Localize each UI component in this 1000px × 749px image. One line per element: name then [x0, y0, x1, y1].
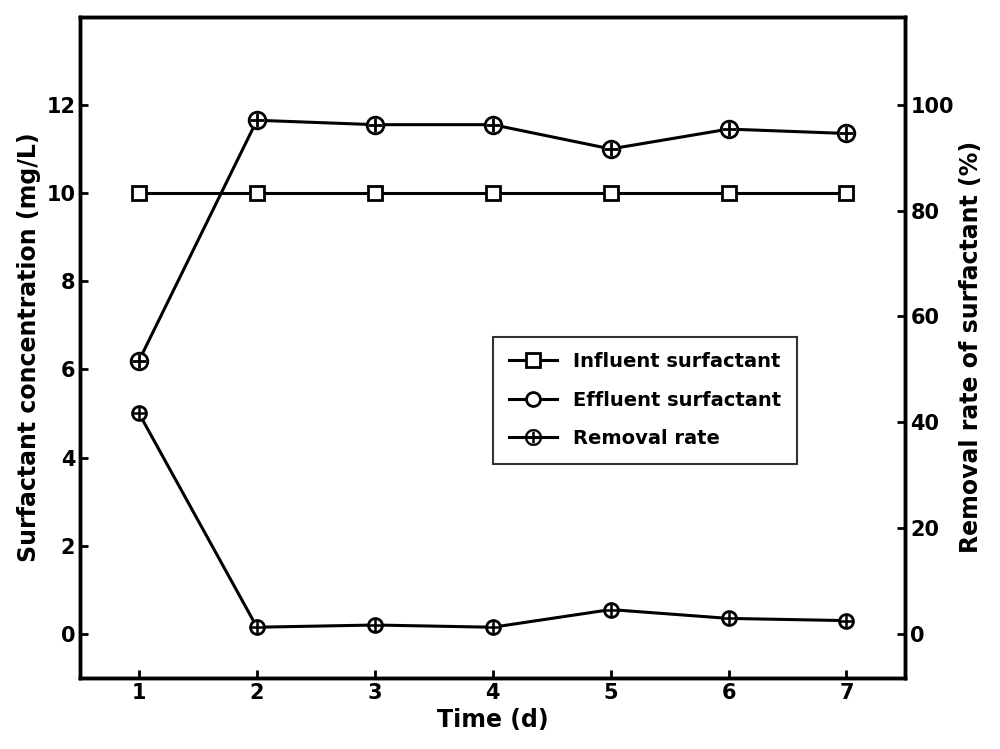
- Effluent surfactant: [251, 622, 263, 631]
- Line: Removal rate: Removal rate: [131, 112, 855, 369]
- Effluent surfactant: [840, 616, 852, 625]
- Removal rate: [723, 124, 735, 133]
- Influent surfactant: [369, 189, 381, 198]
- Line: Influent surfactant: Influent surfactant: [132, 186, 853, 200]
- Effluent surfactant: [369, 620, 381, 629]
- Influent surfactant: [605, 189, 617, 198]
- Effluent surfactant: [723, 614, 735, 623]
- Influent surfactant: [723, 189, 735, 198]
- Influent surfactant: [251, 189, 263, 198]
- Effluent surfactant: [605, 605, 617, 614]
- Influent surfactant: [487, 189, 499, 198]
- Removal rate: [605, 145, 617, 154]
- Effluent surfactant: [133, 409, 145, 418]
- Legend: Influent surfactant, Effluent surfactant, Removal rate: Influent surfactant, Effluent surfactant…: [493, 337, 797, 464]
- Removal rate: [251, 116, 263, 125]
- Effluent surfactant: [487, 622, 499, 631]
- Removal rate: [133, 356, 145, 365]
- Removal rate: [487, 120, 499, 129]
- X-axis label: Time (d): Time (d): [437, 709, 549, 733]
- Y-axis label: Removal rate of surfactant (%): Removal rate of surfactant (%): [959, 142, 983, 554]
- Removal rate: [369, 120, 381, 129]
- Removal rate: [840, 129, 852, 138]
- Y-axis label: Surfactant concentration (mg/L): Surfactant concentration (mg/L): [17, 133, 41, 562]
- Line: Effluent surfactant: Effluent surfactant: [132, 407, 853, 634]
- Influent surfactant: [840, 189, 852, 198]
- Influent surfactant: [133, 189, 145, 198]
